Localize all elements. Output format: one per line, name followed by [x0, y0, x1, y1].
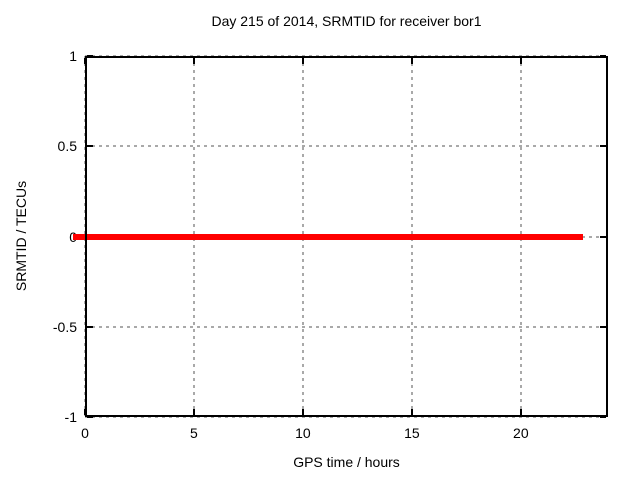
y-tick-right — [600, 145, 606, 148]
x-tick-label: 0 — [81, 425, 89, 441]
x-tick-top — [519, 58, 522, 64]
y-tick-label: 0 — [0, 228, 77, 246]
gridline-y--0.5 — [85, 325, 608, 328]
x-tick-bottom — [84, 409, 86, 415]
y-tick-right — [600, 235, 606, 238]
x-tick-bottom — [519, 409, 522, 415]
y-tick-label: 0.5 — [57, 138, 77, 155]
x-tick-label: 20 — [513, 425, 529, 441]
x-tick-top — [301, 58, 304, 64]
y-tick-label: 1 — [69, 48, 77, 64]
data-series-line — [73, 233, 583, 240]
y-tick-label: -1 — [64, 409, 77, 425]
chart-title: Day 215 of 2014, SRMTID for receiver bor… — [211, 13, 482, 29]
x-tick-bottom — [410, 409, 413, 415]
y-tick-right — [600, 325, 606, 328]
y-tick-left — [87, 325, 93, 328]
x-tick-bottom — [301, 409, 304, 415]
y-tick-right — [600, 416, 606, 418]
x-tick-bottom — [192, 409, 195, 415]
y-tick-left — [87, 145, 93, 148]
x-tick-label: 10 — [295, 425, 311, 441]
x-tick-top — [410, 58, 413, 64]
gridline-y-0.5 — [85, 145, 608, 148]
x-axis-label: GPS time / hours — [293, 454, 400, 470]
gridline-y--1 — [85, 416, 608, 418]
x-tick-label: 5 — [190, 425, 198, 441]
x-tick-top — [192, 58, 195, 64]
gridline-y-1 — [85, 55, 608, 57]
y-tick-left — [87, 55, 93, 57]
x-tick-top — [84, 58, 86, 64]
x-tick-label: 15 — [404, 425, 420, 441]
y-tick-label: -0.5 — [52, 318, 77, 335]
y-tick-right — [600, 55, 606, 57]
y-tick-left — [87, 416, 93, 418]
